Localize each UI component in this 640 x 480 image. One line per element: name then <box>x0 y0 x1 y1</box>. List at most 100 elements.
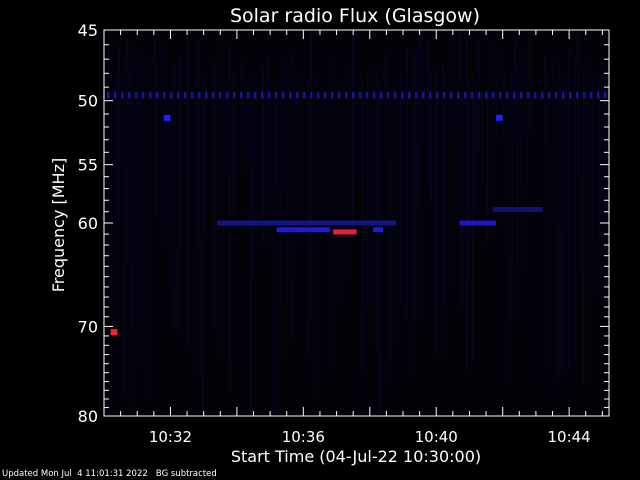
noise-streak <box>235 42 237 281</box>
noise-streak <box>271 89 273 417</box>
emission-band <box>459 220 497 226</box>
noise-streak <box>427 40 429 180</box>
noise-streak <box>127 37 129 262</box>
noise-streak <box>262 63 264 242</box>
emission-dot <box>471 92 474 99</box>
noise-streak <box>274 82 276 416</box>
noise-streak <box>541 89 543 228</box>
noise-streak <box>241 59 243 150</box>
noise-streak <box>169 84 171 293</box>
noise-streak <box>436 65 438 356</box>
noise-streak <box>139 39 141 203</box>
noise-streak <box>358 35 360 182</box>
emission-dot <box>254 92 257 99</box>
y-tick-label: 50 <box>78 92 98 111</box>
noise-streak <box>577 32 579 178</box>
noise-streak <box>313 73 315 405</box>
emission-band <box>492 206 543 212</box>
noise-streak <box>181 65 183 244</box>
emission-dot <box>366 92 369 99</box>
noise-streak <box>148 46 150 284</box>
noise-streak <box>244 85 246 202</box>
noise-streak <box>292 51 294 342</box>
noise-streak <box>556 82 558 407</box>
emission-dot <box>576 92 579 99</box>
noise-streak <box>391 87 393 388</box>
emission-dot <box>520 92 523 99</box>
noise-streak <box>553 57 555 222</box>
emission-dot <box>219 92 222 99</box>
noise-streak <box>439 49 441 331</box>
emission-dot <box>478 92 481 99</box>
noise-streak <box>412 43 414 376</box>
noise-streak <box>166 61 168 314</box>
noise-streak <box>469 79 471 279</box>
emission-dot <box>422 92 425 99</box>
x-tick-label: 10:32 <box>149 428 192 446</box>
emission-band <box>276 227 330 233</box>
noise-streak <box>343 42 345 292</box>
noise-streak <box>328 57 330 416</box>
emission-dot <box>541 92 544 99</box>
noise-streak <box>295 47 297 280</box>
emission-dot <box>191 92 194 99</box>
noise-streak <box>184 53 186 357</box>
emission-dot <box>562 92 565 99</box>
emission-dot <box>380 92 383 99</box>
x-tick-label: 10:44 <box>548 428 591 446</box>
emission-dot <box>436 92 439 99</box>
emission-dot <box>506 92 509 99</box>
noise-streak <box>562 78 564 372</box>
noise-streak <box>214 59 216 332</box>
noise-streak <box>175 60 177 334</box>
noise-streak <box>355 30 357 112</box>
noise-streak <box>397 84 399 389</box>
emission-dot <box>289 92 292 99</box>
noise-streak <box>310 31 312 325</box>
noise-streaks <box>106 30 609 417</box>
emission-dotted-line <box>107 92 607 99</box>
emission-band <box>333 229 357 235</box>
emission-dot <box>457 92 460 99</box>
noise-streak <box>496 43 498 139</box>
noise-streak <box>325 42 327 312</box>
emission-dot <box>450 92 453 99</box>
y-tick-label: 60 <box>78 214 98 233</box>
emission-dot <box>464 92 467 99</box>
noise-streak <box>595 59 597 209</box>
noise-streak <box>322 86 324 221</box>
noise-streak <box>442 62 444 308</box>
noise-streak <box>220 83 222 197</box>
noise-streak <box>607 64 609 323</box>
noise-streak <box>487 87 489 245</box>
noise-streak <box>289 63 291 286</box>
noise-streak <box>454 43 456 297</box>
emission-dot <box>499 92 502 99</box>
emission-dot <box>534 92 537 99</box>
noise-streak <box>193 89 195 232</box>
noise-streak <box>520 53 522 272</box>
y-tick-label: 80 <box>78 407 98 426</box>
emission-dot <box>247 92 250 99</box>
x-tick-label: 10:40 <box>415 428 458 446</box>
noise-streak <box>331 70 333 368</box>
noise-streak <box>424 31 426 306</box>
noise-streak <box>190 54 192 178</box>
noise-streak <box>457 78 459 226</box>
emission-dot <box>324 92 327 99</box>
noise-streak <box>538 84 540 388</box>
emission-dot <box>275 92 278 99</box>
emission-dot <box>415 92 418 99</box>
noise-streak <box>406 46 408 319</box>
emission-dot <box>359 92 362 99</box>
noise-streak <box>430 71 432 202</box>
emission-dot <box>121 92 124 99</box>
emission-dot <box>198 92 201 99</box>
noise-streak <box>229 41 231 393</box>
noise-streak <box>475 81 477 215</box>
noise-streak <box>511 72 513 322</box>
emission-dot <box>310 92 313 99</box>
emission-dot <box>387 92 390 99</box>
noise-streak <box>202 83 204 412</box>
emission-dot <box>107 92 110 99</box>
